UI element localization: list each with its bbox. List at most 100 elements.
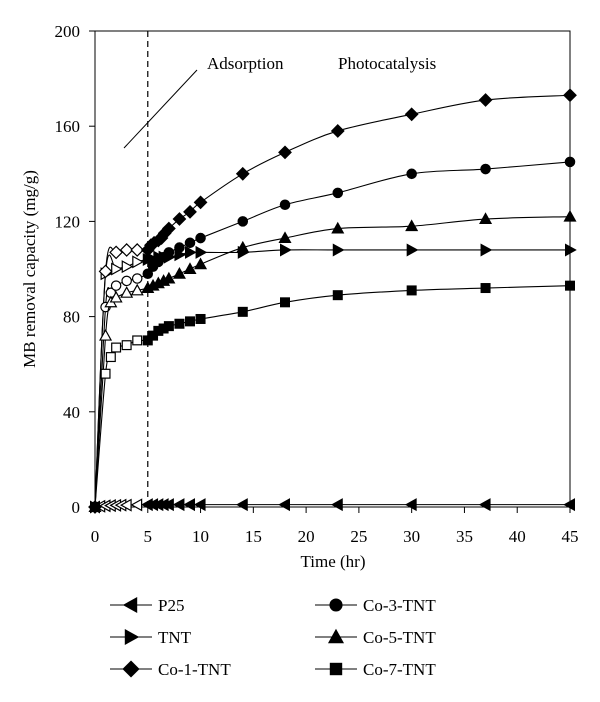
data-point-co-3-tnt bbox=[174, 242, 185, 253]
x-tick-label: 30 bbox=[403, 527, 420, 546]
data-point-co-1-tnt bbox=[278, 145, 292, 160]
data-point-co-1-tnt bbox=[478, 93, 493, 107]
annotation-pointer bbox=[123, 69, 198, 149]
data-point-tnt bbox=[121, 260, 134, 274]
data-point-p25 bbox=[331, 498, 343, 512]
data-point-co-3-tnt bbox=[110, 280, 122, 291]
series-line-tnt bbox=[94, 249, 570, 508]
series-line-co-1-tnt bbox=[94, 94, 571, 508]
x-tick-label: 40 bbox=[509, 527, 526, 546]
data-point-co-5-tnt bbox=[109, 290, 123, 303]
data-point-co-7-tnt bbox=[100, 368, 111, 379]
legend-label-co-7-tnt: Co-7-TNT bbox=[363, 660, 436, 679]
y-tick-label: 40 bbox=[63, 403, 80, 422]
y-tick-label: 0 bbox=[72, 498, 81, 517]
data-point-tnt bbox=[564, 243, 577, 257]
data-point-co-3-tnt bbox=[184, 237, 196, 249]
data-point-tnt bbox=[132, 255, 144, 269]
data-point-co-1-tnt bbox=[235, 166, 250, 181]
legend-label-co-3-tnt: Co-3-TNT bbox=[363, 596, 436, 615]
series-group bbox=[88, 88, 577, 514]
data-point-co-7-tnt bbox=[237, 306, 248, 317]
data-point-p25 bbox=[183, 498, 195, 512]
data-point-co-3-tnt bbox=[163, 247, 175, 258]
data-point-co-1-tnt bbox=[563, 88, 577, 103]
data-point-co-3-tnt bbox=[237, 216, 249, 227]
data-point-co-1-tnt bbox=[404, 107, 419, 122]
y-axis-label: MB removal capacity (mg/g) bbox=[20, 170, 39, 368]
data-point-co-3-tnt bbox=[480, 163, 491, 175]
data-point-co-5-tnt bbox=[130, 283, 144, 296]
data-point-tnt bbox=[406, 243, 419, 257]
data-point-co-3-tnt bbox=[131, 273, 143, 284]
data-point-co-7-tnt bbox=[163, 321, 174, 332]
data-point-co-7-tnt bbox=[121, 340, 132, 351]
legend-marker-tnt bbox=[124, 628, 140, 646]
x-tick-label: 5 bbox=[144, 527, 153, 546]
legend-marker-p25 bbox=[122, 596, 138, 614]
data-point-p25 bbox=[236, 498, 248, 512]
plot-area bbox=[94, 30, 571, 508]
legend: P25 TNT Co-1-TNT Co-3-TNT Co-5-TNT Co-7-TNT bbox=[110, 596, 436, 679]
data-point-p25 bbox=[478, 498, 491, 512]
legend-marker-co-3-tnt bbox=[329, 598, 343, 612]
y-tick-label: 80 bbox=[63, 308, 80, 327]
data-point-tnt bbox=[480, 243, 493, 257]
data-point-p25 bbox=[172, 498, 185, 512]
data-point-co-1-tnt bbox=[330, 124, 345, 138]
x-tick-label: 10 bbox=[192, 527, 209, 546]
data-point-co-5-tnt bbox=[278, 231, 292, 244]
data-point-tnt bbox=[280, 243, 292, 257]
data-point-co-1-tnt bbox=[98, 264, 113, 279]
legend-label-co-1-tnt: Co-1-TNT bbox=[158, 660, 231, 679]
x-axis-label: Time (hr) bbox=[300, 552, 365, 571]
legend-label-co-5-tnt: Co-5-TNT bbox=[363, 628, 436, 647]
data-point-co-5-tnt bbox=[183, 262, 197, 274]
y-tick-label: 160 bbox=[55, 117, 81, 136]
annotation-photocatalysis: Photocatalysis bbox=[338, 54, 436, 73]
data-point-p25 bbox=[563, 498, 576, 512]
x-tick-label: 20 bbox=[298, 527, 315, 546]
data-point-co-5-tnt bbox=[172, 267, 186, 279]
legend-marker-co-7-tnt bbox=[329, 662, 343, 676]
data-point-co-3-tnt bbox=[142, 268, 154, 280]
data-point-p25 bbox=[404, 498, 417, 512]
x-tick-label: 45 bbox=[562, 527, 579, 546]
series-line-co-3-tnt bbox=[94, 161, 571, 508]
data-point-co-5-tnt bbox=[194, 257, 208, 270]
data-point-tnt bbox=[195, 245, 208, 259]
data-point-co-1-tnt bbox=[130, 243, 145, 257]
data-point-co-5-tnt bbox=[162, 271, 176, 284]
data-point-co-7-tnt bbox=[406, 285, 417, 296]
data-point-p25 bbox=[278, 498, 290, 512]
data-point-co-1-tnt bbox=[193, 195, 208, 210]
series-line-co-7-tnt bbox=[94, 285, 571, 508]
annotation-adsorption: Adsorption bbox=[207, 54, 284, 73]
legend-label-p25: P25 bbox=[158, 596, 184, 615]
axis-ticks: 0 5 10 15 20 25 30 35 40 45 0 40 80 120 160 200 bbox=[55, 22, 579, 546]
data-point-co-7-tnt bbox=[89, 502, 100, 513]
data-point-co-7-tnt bbox=[195, 313, 206, 324]
data-point-co-7-tnt bbox=[111, 342, 122, 353]
data-point-co-1-tnt bbox=[172, 212, 187, 226]
data-point-co-3-tnt bbox=[406, 168, 417, 180]
data-point-co-5-tnt bbox=[331, 221, 345, 234]
data-point-tnt bbox=[111, 262, 123, 276]
y-tick-label: 120 bbox=[55, 212, 81, 231]
data-point-tnt bbox=[185, 245, 197, 259]
x-tick-label: 0 bbox=[91, 527, 100, 546]
data-point-co-5-tnt bbox=[563, 209, 577, 222]
data-point-co-5-tnt bbox=[120, 286, 134, 298]
data-point-co-7-tnt bbox=[480, 283, 491, 294]
legend-label-tnt: TNT bbox=[158, 628, 192, 647]
data-point-co-3-tnt bbox=[195, 232, 206, 244]
x-tick-label: 25 bbox=[350, 527, 367, 546]
legend-marker-co-1-tnt bbox=[122, 660, 140, 678]
data-point-co-5-tnt bbox=[236, 240, 250, 253]
data-point-co-7-tnt bbox=[564, 280, 575, 291]
data-point-co-1-tnt bbox=[119, 243, 134, 257]
x-tick-label: 15 bbox=[245, 527, 262, 546]
data-point-co-3-tnt bbox=[332, 187, 344, 199]
data-point-co-1-tnt bbox=[183, 204, 197, 219]
data-point-co-7-tnt bbox=[280, 297, 291, 308]
